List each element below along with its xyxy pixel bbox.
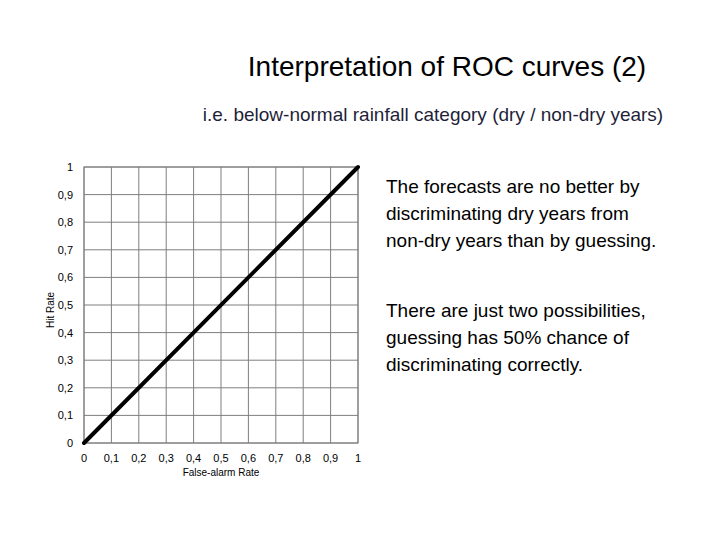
x-tick-label: 0,4	[186, 452, 201, 464]
roc-line	[84, 167, 358, 443]
y-tick-label: 0,4	[58, 327, 73, 339]
y-tick-label: 0,8	[58, 216, 73, 228]
title: Interpretation of ROC curves (2)	[248, 51, 646, 82]
y-tick-label: 1	[67, 161, 73, 173]
annotation-line: The forecasts are no better by	[386, 176, 640, 197]
y-grid-line	[84, 249, 358, 250]
x-tick-label: 0,1	[104, 452, 119, 464]
annotation-line: discriminating dry years from	[386, 203, 629, 224]
y-tick-label: 0,1	[58, 409, 73, 421]
y-grid-line	[84, 332, 358, 333]
y-grid-line	[84, 277, 358, 278]
y-tick-label: 0,2	[58, 382, 73, 394]
x-tick-label: 0,3	[159, 452, 174, 464]
y-tick-label: 0	[67, 437, 73, 449]
annotation-line: non-dry years than by guessing.	[386, 230, 656, 251]
annotation-line: discriminating correctly.	[386, 354, 583, 375]
x-tick-label: 0,6	[241, 452, 256, 464]
y-tick-label: 0,9	[58, 189, 73, 201]
subtitle: i.e. below-normal rainfall category (dry…	[203, 104, 663, 125]
x-tick-label: 0,2	[131, 452, 146, 464]
y-grid-line	[84, 360, 358, 361]
y-tick-label: 0,6	[58, 271, 73, 283]
grid	[84, 167, 358, 443]
y-axis-label: Hit Rate	[45, 292, 56, 329]
x-tick-label: 0,5	[213, 452, 228, 464]
y-tick-label: 0,7	[58, 244, 73, 256]
annotation-line: guessing has 50% chance of	[386, 327, 630, 348]
annotation-line: There are just two possibilities,	[386, 300, 646, 321]
y-tick-label: 0,5	[58, 299, 73, 311]
data-group	[84, 167, 358, 443]
x-tick-label: 1	[355, 452, 361, 464]
x-tick-label: 0,9	[323, 452, 338, 464]
plot-frame	[84, 167, 358, 443]
x-tick-label: 0,8	[296, 452, 311, 464]
y-grid-line	[84, 387, 358, 388]
y-grid-line	[84, 415, 358, 416]
y-grid-line	[84, 194, 358, 195]
x-tick-label: 0,7	[268, 452, 283, 464]
y-grid-line	[84, 222, 358, 223]
x-tick-label: 0	[81, 452, 87, 464]
y-tick-label: 0,3	[58, 354, 73, 366]
chart: Interpretation of ROC curves (2) i.e. bel…	[0, 0, 720, 540]
x-axis-label: False-alarm Rate	[183, 467, 260, 478]
